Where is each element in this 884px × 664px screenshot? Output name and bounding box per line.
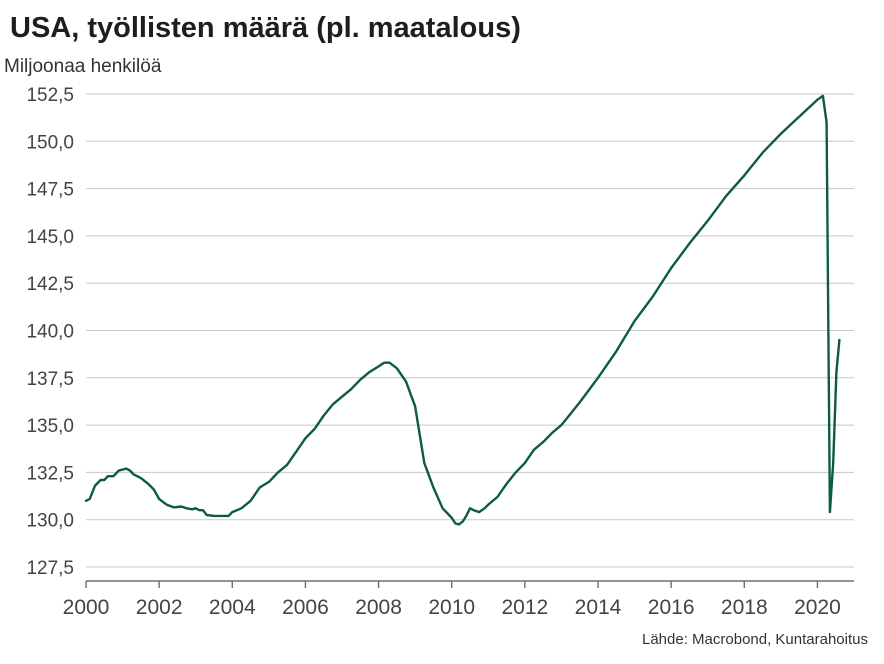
x-tick-label: 2006 <box>282 596 329 619</box>
x-tick-label: 2020 <box>794 596 841 619</box>
x-tick-label: 2016 <box>648 596 695 619</box>
y-tick-label: 137,5 <box>26 369 74 390</box>
x-tick-label: 2000 <box>63 596 110 619</box>
y-tick-label: 150,0 <box>26 132 74 153</box>
y-tick-label: 135,0 <box>26 416 74 437</box>
x-tick-label: 2010 <box>428 596 475 619</box>
y-axis-unit-label: Miljoonaa henkilöä <box>4 56 162 77</box>
y-tick-label: 152,5 <box>26 85 74 106</box>
y-tick-label: 145,0 <box>26 227 74 248</box>
x-tick-label: 2004 <box>209 596 256 619</box>
x-axis-ticks: 2000 2002 2004 2006 2008 2010 2012 2014 2016 2018… <box>63 581 841 619</box>
y-tick-label: 132,5 <box>26 463 74 484</box>
x-tick-label: 2018 <box>721 596 768 619</box>
y-tick-label: 140,0 <box>26 322 74 343</box>
y-tick-label: 147,5 <box>26 180 74 201</box>
x-tick-label: 2008 <box>355 596 402 619</box>
x-tick-label: 2012 <box>501 596 548 619</box>
x-tick-label: 2014 <box>575 596 622 619</box>
y-tick-label: 130,0 <box>26 511 74 532</box>
source-note: Lähde: Macrobond, Kuntarahoitus <box>642 631 868 648</box>
chart-title: USA, työllisten määrä (pl. maatalous) <box>10 12 521 44</box>
y-tick-label: 127,5 <box>26 558 74 579</box>
x-tick-label: 2002 <box>136 596 183 619</box>
y-tick-label: 142,5 <box>26 274 74 295</box>
employment-series-line <box>84 94 841 526</box>
y-axis-ticks: 127,5 130,0 132,5 135,0 137,5 140,0 142,5 145,0… <box>26 85 74 579</box>
grid-lines <box>86 93 854 568</box>
